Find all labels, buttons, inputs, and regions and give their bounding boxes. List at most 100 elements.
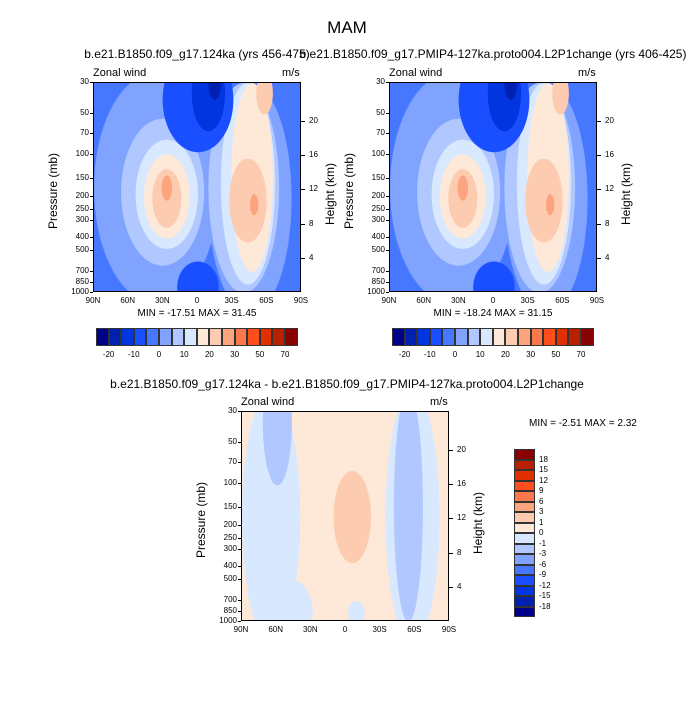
contour-region [250, 194, 259, 216]
colorbar-box [429, 328, 443, 346]
colorbar-box [555, 328, 569, 346]
colorbar-box [514, 470, 535, 481]
colorbar-label: 70 [280, 350, 290, 359]
tick-mark [238, 548, 241, 550]
pressure-tick: 700 [371, 265, 385, 275]
tick-mark [386, 282, 389, 284]
tick-mark [386, 270, 389, 272]
pressure-tick: 30 [228, 406, 237, 415]
latitude-tick: 30N [450, 296, 466, 305]
height-tick: 20 [457, 444, 466, 454]
tick-mark [449, 552, 453, 554]
latitude-tick: 30S [372, 625, 387, 634]
latitude-tick: 90S [589, 296, 605, 305]
pressure-tick: 70 [80, 127, 89, 137]
height-tick: 8 [309, 218, 314, 228]
latitude-tick: 60S [259, 296, 274, 305]
contour-plot [93, 82, 301, 292]
colorbar-label: -6 [539, 559, 547, 569]
latitude-tick: 60N [268, 625, 283, 634]
latitude-tick: 60S [555, 296, 570, 305]
left-label: Zonal wind [389, 67, 443, 79]
colorbar-label: 30 [230, 350, 240, 359]
colorbar-box [272, 328, 285, 346]
height-tick: 12 [309, 184, 318, 194]
colorbar-box [518, 328, 531, 346]
colorbar-box [581, 328, 594, 346]
pressure-tick: 300 [371, 214, 385, 224]
colorbar-box [234, 328, 248, 346]
tick-mark [90, 178, 93, 180]
min-max-label: MIN = -17.51 MAX = 31.45 [137, 308, 257, 319]
colorbar-box [530, 328, 544, 346]
contour-region [546, 194, 555, 216]
colorbar-box [96, 328, 109, 346]
tick-mark [597, 155, 601, 157]
pressure-tick: 500 [371, 245, 385, 255]
colorbar-box [121, 328, 134, 346]
tick-mark [449, 449, 453, 451]
colorbar-box [514, 585, 535, 596]
colorbar-label: 15 [539, 465, 548, 474]
tick-mark [90, 270, 93, 272]
tick-mark [238, 566, 241, 568]
tick-mark [238, 611, 241, 613]
tick-mark [597, 257, 601, 259]
units-label: m/s [430, 396, 448, 408]
latitude-tick: 60S [407, 625, 422, 634]
tick-mark [238, 599, 241, 601]
tick-mark [90, 195, 93, 197]
contour-region [262, 412, 292, 486]
colorbar-box [514, 522, 535, 533]
units-label: m/s [578, 67, 596, 79]
colorbar-label: -10 [424, 350, 436, 359]
tick-mark [597, 189, 601, 191]
colorbar-label: 50 [551, 350, 561, 359]
min-max-label: MIN = -18.24 MAX = 31.15 [433, 308, 553, 319]
contour-plot [241, 411, 449, 621]
latitude-tick: 30N [154, 296, 170, 305]
colorbar-label: -10 [128, 350, 140, 359]
colorbar-box [196, 328, 210, 346]
height-tick: 8 [605, 218, 610, 228]
colorbar-box [543, 328, 556, 346]
latitude-tick: 30S [224, 296, 239, 305]
contour-region [552, 83, 569, 115]
tick-mark [449, 586, 453, 588]
colorbar-label: 18 [539, 454, 548, 464]
latitude-tick: 30S [520, 296, 535, 305]
contour-region [161, 175, 172, 201]
pressure-tick: 400 [223, 561, 237, 571]
pressure-tick: 300 [223, 543, 237, 553]
tick-mark [238, 537, 241, 539]
contour-region [271, 580, 313, 620]
pressure-tick: 30 [376, 77, 385, 86]
colorbar-label: -9 [539, 570, 547, 579]
pressure-tick: 850 [371, 277, 385, 287]
colorbar-box [442, 328, 455, 346]
tick-mark [90, 208, 93, 210]
colorbar-label: -18 [539, 601, 551, 611]
contour-region [256, 83, 273, 115]
tick-mark [386, 178, 389, 180]
contour-region [229, 158, 267, 243]
tick-mark [90, 82, 93, 83]
tick-mark [386, 208, 389, 210]
pressure-tick: 70 [376, 127, 385, 137]
colorbar-box [171, 328, 185, 346]
colorbar-label: 12 [539, 475, 548, 485]
latitude-tick: 90N [233, 625, 249, 634]
colorbar-box [285, 328, 298, 346]
colorbar-box [184, 328, 197, 346]
tick-mark [301, 120, 305, 122]
colorbar-box [568, 328, 581, 346]
height-tick: 4 [605, 252, 610, 262]
contour-region [177, 261, 219, 291]
pressure-tick: 50 [376, 107, 385, 117]
tick-mark [301, 223, 305, 225]
tick-mark [238, 507, 241, 509]
pressure-tick: 100 [371, 149, 385, 159]
tick-mark [238, 524, 241, 526]
pressure-tick: 150 [75, 173, 89, 183]
figure-title: MAM [327, 18, 367, 37]
